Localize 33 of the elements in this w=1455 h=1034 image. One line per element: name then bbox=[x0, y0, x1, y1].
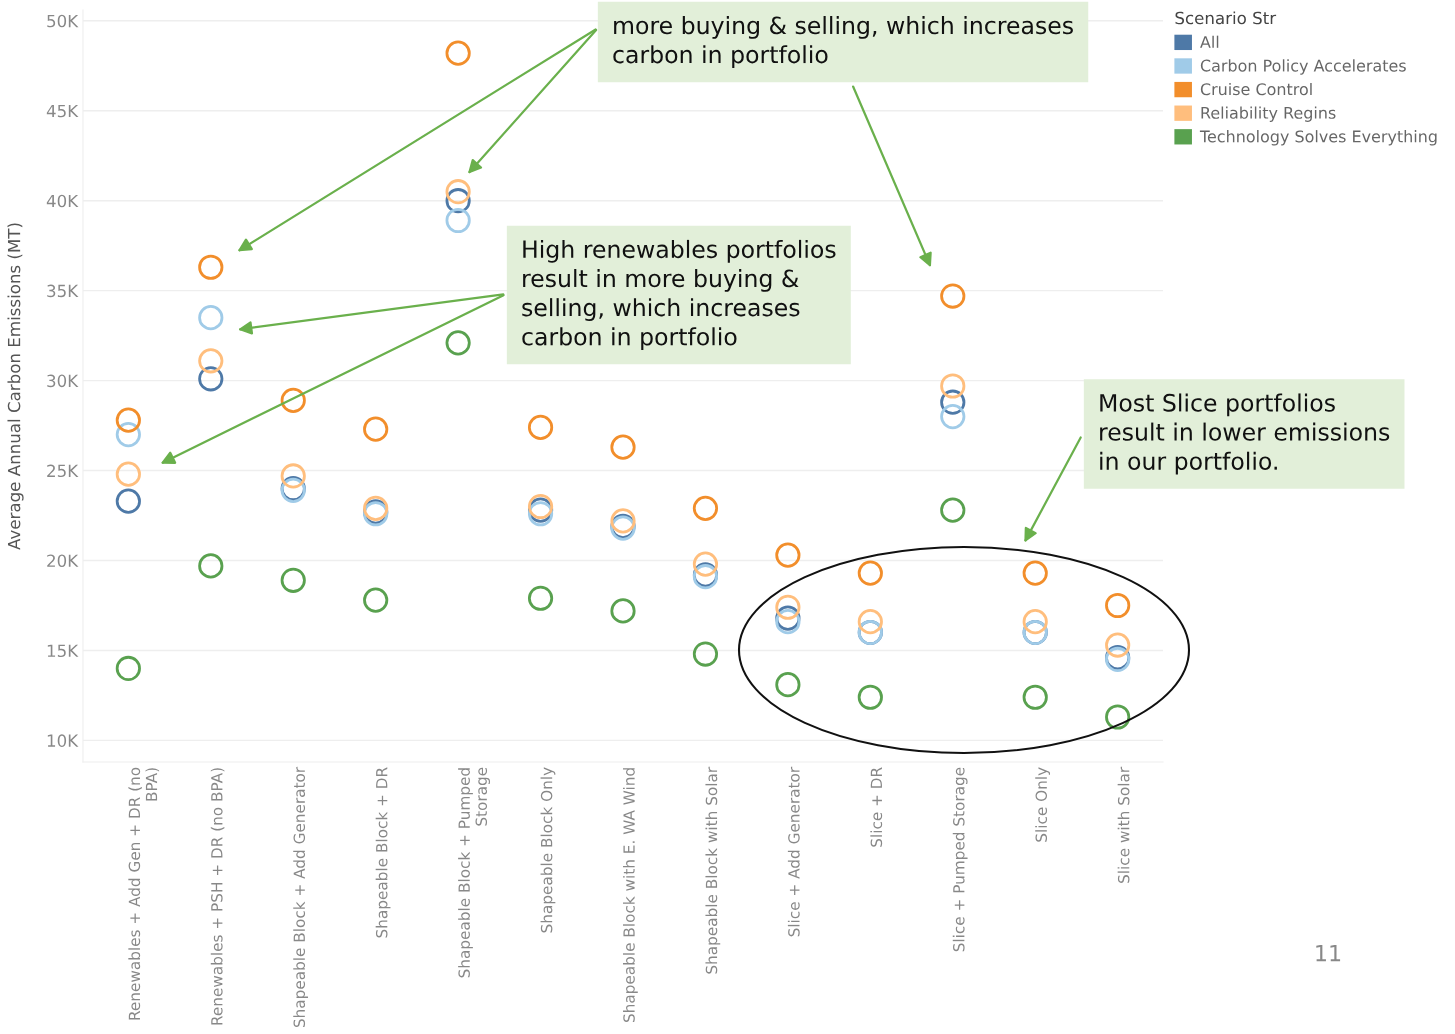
x-tick-label: Slice + Add Generator bbox=[787, 766, 800, 937]
y-tick-label: 50K bbox=[47, 14, 79, 28]
x-tick-label: Renewables + PSH + DR (no BPA) bbox=[210, 768, 225, 1025]
x-tick-label: Slice with Solar bbox=[1117, 766, 1130, 883]
legend-label: Technology Solves Everything bbox=[1199, 130, 1437, 146]
x-tick-label: Shapeable Block + DR bbox=[375, 767, 391, 938]
x-tick-label: Slice + Pumped Storage bbox=[952, 767, 968, 952]
annotation: Most Slice portfolios result in lower emissions in our portfolio. bbox=[1100, 393, 1390, 475]
x-tick-label: Shapeable Block + Add Generator bbox=[293, 766, 309, 1028]
x-tick-label: Shapeable Block + Pumped Storage bbox=[458, 767, 491, 978]
text: 11 bbox=[1316, 944, 1341, 962]
x-tick-label: Shapeable Block with Solar bbox=[705, 766, 721, 974]
y-tick-label: 30K bbox=[47, 374, 79, 388]
x-tick-label: Shapeable Block with E. WA Wind bbox=[623, 768, 638, 1023]
legend-title: Scenario Str bbox=[1175, 11, 1277, 25]
legend-label: All bbox=[1200, 35, 1219, 48]
y-axis-title: Average Annual Carbon Emissions (MT) bbox=[7, 223, 24, 550]
x-tick-label: Slice + DR bbox=[870, 767, 883, 847]
annotation: High renewables portfolios result in more buying & selling, which increases carbon in portfolio bbox=[522, 239, 836, 351]
y-tick-label: 45K bbox=[46, 104, 79, 118]
y-tick-label: 20K bbox=[47, 554, 79, 568]
legend-label: Cruise Control bbox=[1200, 82, 1312, 96]
x-tick-label: Shapeable Block Only bbox=[540, 767, 556, 933]
x-tick-label: Renewables + Add Gen + DR (no BPA) bbox=[128, 767, 160, 1020]
y-tick-label: 25K bbox=[47, 464, 79, 478]
annotation: more buying & selling, which increases carbon in portfolio bbox=[613, 16, 1073, 68]
x-tick-label: Slice Only bbox=[1035, 767, 1050, 842]
y-tick-label: 35K bbox=[47, 284, 79, 298]
y-tick-label: 15K bbox=[47, 644, 79, 658]
y-tick-label: 40K bbox=[46, 194, 79, 208]
y-tick-label: 10K bbox=[47, 734, 79, 747]
legend-label: Carbon Policy Accelerates bbox=[1200, 59, 1406, 75]
legend-label: Reliability Regins bbox=[1201, 106, 1336, 122]
